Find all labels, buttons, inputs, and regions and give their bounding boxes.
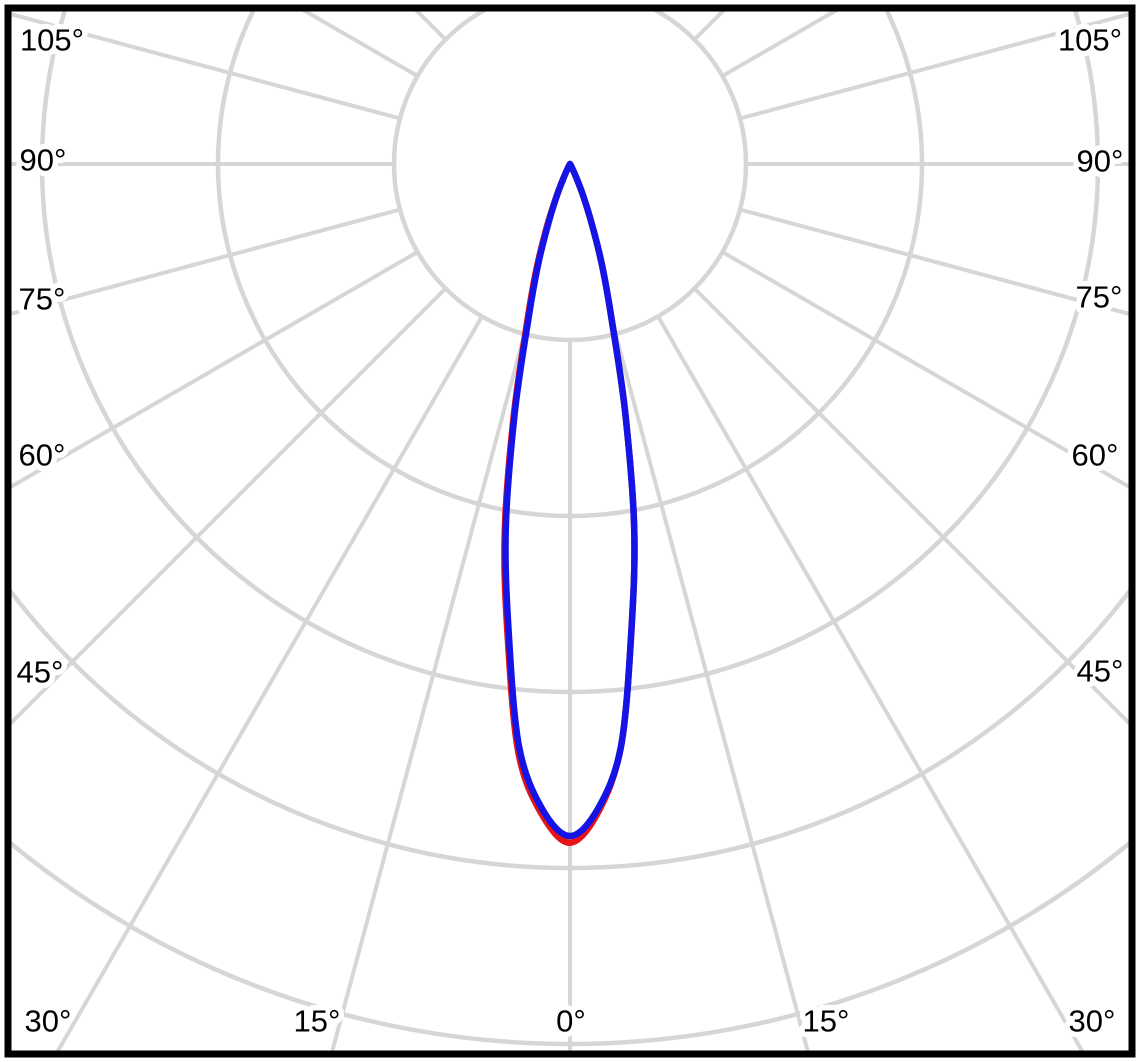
grid-radial (613, 333, 810, 1051)
grid-radial (656, 315, 1085, 1051)
angle-tick-label: 75° (19, 282, 66, 317)
grid-radial (330, 333, 527, 1051)
intensity-curves (501, 160, 638, 846)
angle-tick-label: 75° (1076, 280, 1123, 315)
angle-tick-label: 45° (1077, 654, 1124, 689)
angle-tick-label: 60° (1072, 438, 1119, 473)
angle-tick-label: 105° (1058, 23, 1122, 58)
angle-tick-label: 15° (803, 1004, 850, 1039)
grid-radial (739, 207, 1129, 316)
angle-tick-label: 105° (20, 23, 84, 58)
angle-tick-label: 15° (294, 1004, 341, 1039)
angle-tick-label: 30° (1069, 1004, 1116, 1039)
grid-radial (11, 287, 447, 726)
angle-tick-label: 45° (17, 655, 64, 690)
grid-radial (693, 287, 1129, 726)
angle-tick-label: 90° (20, 143, 67, 178)
grid-radial (11, 250, 419, 489)
angle-tick-label: 0° (556, 1004, 586, 1039)
grid-radial (55, 315, 484, 1051)
frame-border (4, 4, 1136, 1058)
grid-radial (11, 12, 401, 121)
grid-radial (721, 250, 1129, 489)
blue-curve (502, 160, 638, 840)
grid-radial (739, 12, 1129, 121)
angle-tick-label: 60° (19, 438, 66, 473)
angle-tick-label: 90° (1077, 144, 1124, 179)
angle-labels: 105° 90° 75° 60° 45° 30° 15° 0° 15° 30° 105° 90° 75°… (11, 17, 1129, 1044)
angle-tick-label: 30° (25, 1004, 72, 1039)
grid-radial (11, 207, 401, 316)
